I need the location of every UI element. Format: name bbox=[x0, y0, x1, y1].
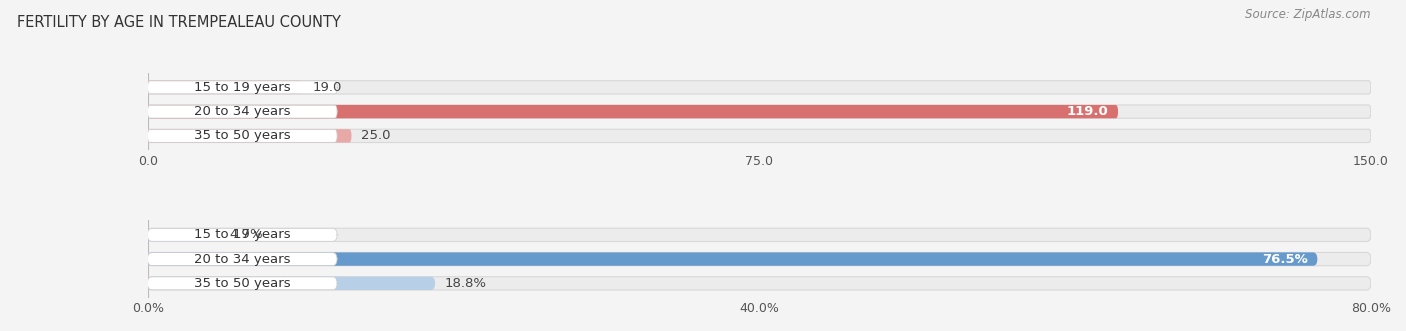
FancyBboxPatch shape bbox=[148, 129, 337, 142]
FancyBboxPatch shape bbox=[148, 253, 337, 265]
FancyBboxPatch shape bbox=[148, 253, 1317, 266]
Text: 19.0: 19.0 bbox=[312, 81, 342, 94]
Text: 15 to 19 years: 15 to 19 years bbox=[194, 81, 291, 94]
FancyBboxPatch shape bbox=[148, 105, 1371, 118]
FancyBboxPatch shape bbox=[148, 81, 337, 94]
FancyBboxPatch shape bbox=[148, 105, 337, 118]
FancyBboxPatch shape bbox=[148, 129, 352, 143]
FancyBboxPatch shape bbox=[148, 228, 337, 241]
Text: 20 to 34 years: 20 to 34 years bbox=[194, 105, 291, 118]
Text: 25.0: 25.0 bbox=[361, 129, 391, 142]
Text: 76.5%: 76.5% bbox=[1261, 253, 1308, 265]
Text: 4.7%: 4.7% bbox=[229, 228, 263, 241]
Text: 35 to 50 years: 35 to 50 years bbox=[194, 277, 291, 290]
FancyBboxPatch shape bbox=[148, 228, 1371, 242]
Text: FERTILITY BY AGE IN TREMPEALEAU COUNTY: FERTILITY BY AGE IN TREMPEALEAU COUNTY bbox=[17, 15, 340, 30]
FancyBboxPatch shape bbox=[148, 105, 1118, 118]
Text: 20 to 34 years: 20 to 34 years bbox=[194, 253, 291, 265]
Text: Source: ZipAtlas.com: Source: ZipAtlas.com bbox=[1246, 8, 1371, 21]
FancyBboxPatch shape bbox=[148, 277, 1371, 290]
FancyBboxPatch shape bbox=[148, 253, 1371, 266]
Text: 119.0: 119.0 bbox=[1067, 105, 1108, 118]
FancyBboxPatch shape bbox=[148, 81, 1371, 94]
Text: 15 to 19 years: 15 to 19 years bbox=[194, 228, 291, 241]
FancyBboxPatch shape bbox=[148, 81, 302, 94]
FancyBboxPatch shape bbox=[148, 129, 1371, 143]
Text: 18.8%: 18.8% bbox=[444, 277, 486, 290]
FancyBboxPatch shape bbox=[148, 277, 434, 290]
FancyBboxPatch shape bbox=[148, 228, 219, 242]
Text: 35 to 50 years: 35 to 50 years bbox=[194, 129, 291, 142]
FancyBboxPatch shape bbox=[148, 277, 337, 290]
